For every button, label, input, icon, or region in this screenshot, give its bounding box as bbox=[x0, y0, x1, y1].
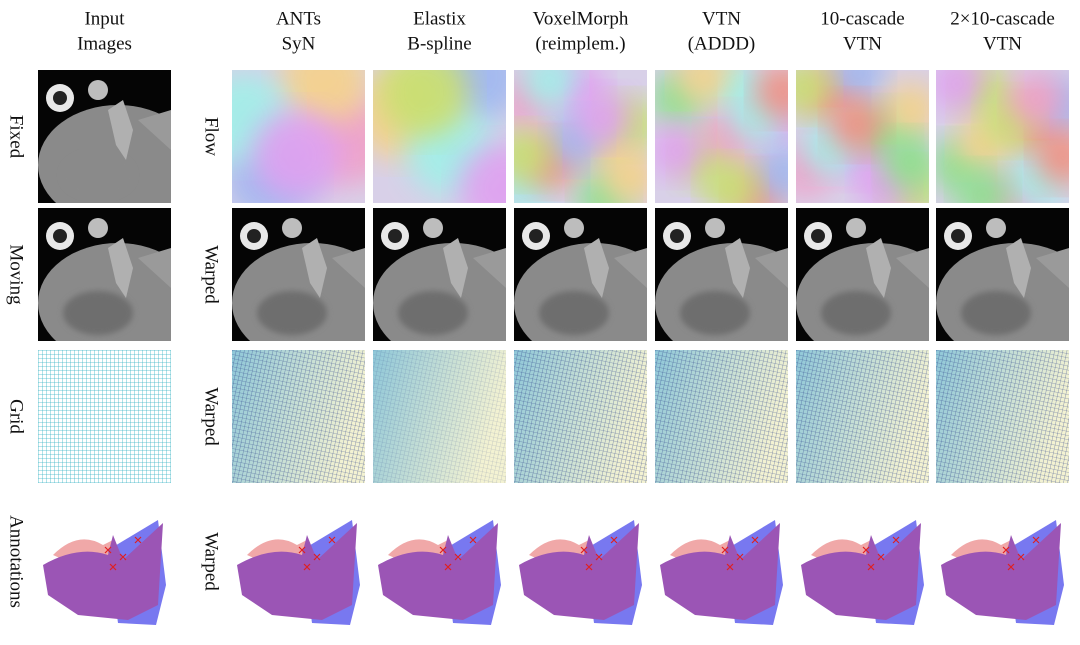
column-header: (ADDD) bbox=[688, 33, 756, 54]
image-tile bbox=[796, 70, 929, 203]
image-tile bbox=[936, 495, 1069, 628]
image-tile bbox=[232, 70, 365, 203]
image-tile bbox=[514, 208, 647, 341]
column-header: VoxelMorph bbox=[533, 8, 629, 29]
row-label: Grid bbox=[6, 399, 27, 434]
column-header: VTN bbox=[843, 33, 882, 54]
image-tile bbox=[38, 70, 171, 203]
image-tile bbox=[796, 495, 929, 628]
image-tile bbox=[936, 208, 1069, 341]
image-tile bbox=[796, 208, 929, 341]
row-label: Annotations bbox=[6, 515, 27, 608]
column-header: Images bbox=[77, 33, 132, 54]
image-tile bbox=[232, 350, 365, 483]
image-tile bbox=[936, 350, 1069, 483]
image-tile bbox=[373, 495, 506, 628]
image-tile bbox=[38, 495, 171, 628]
column-header: SyN bbox=[282, 33, 316, 54]
image-tile bbox=[232, 208, 365, 341]
image-tile bbox=[655, 208, 788, 341]
image-tile bbox=[373, 208, 506, 341]
image-tile bbox=[655, 70, 788, 203]
image-tile bbox=[514, 350, 647, 483]
image-tile bbox=[38, 208, 171, 341]
row-label: Moving bbox=[6, 244, 27, 305]
image-tile bbox=[514, 495, 647, 628]
row-label: Warped bbox=[201, 387, 222, 446]
image-tile bbox=[796, 350, 929, 483]
column-header: Input bbox=[84, 8, 125, 29]
column-header: VTN bbox=[702, 8, 741, 29]
image-tile bbox=[936, 70, 1069, 203]
image-tile bbox=[514, 70, 647, 203]
row-label: Fixed bbox=[6, 115, 27, 159]
column-header: ANTs bbox=[276, 8, 321, 29]
column-header: Elastix bbox=[413, 8, 466, 29]
row-label: Warped bbox=[201, 245, 222, 304]
image-tile bbox=[655, 350, 788, 483]
column-header: VTN bbox=[983, 33, 1022, 54]
column-header: 2×10-cascade bbox=[950, 8, 1055, 29]
column-header: (reimplem.) bbox=[535, 33, 625, 54]
column-header: B-spline bbox=[407, 33, 471, 54]
image-tile bbox=[38, 350, 171, 483]
image-tile bbox=[373, 350, 506, 483]
column-header: 10-cascade bbox=[820, 8, 904, 29]
image-tile bbox=[373, 70, 506, 203]
image-tile bbox=[655, 495, 788, 628]
image-tile bbox=[232, 495, 365, 628]
row-label: Flow bbox=[201, 117, 222, 156]
row-label: Warped bbox=[201, 532, 222, 591]
